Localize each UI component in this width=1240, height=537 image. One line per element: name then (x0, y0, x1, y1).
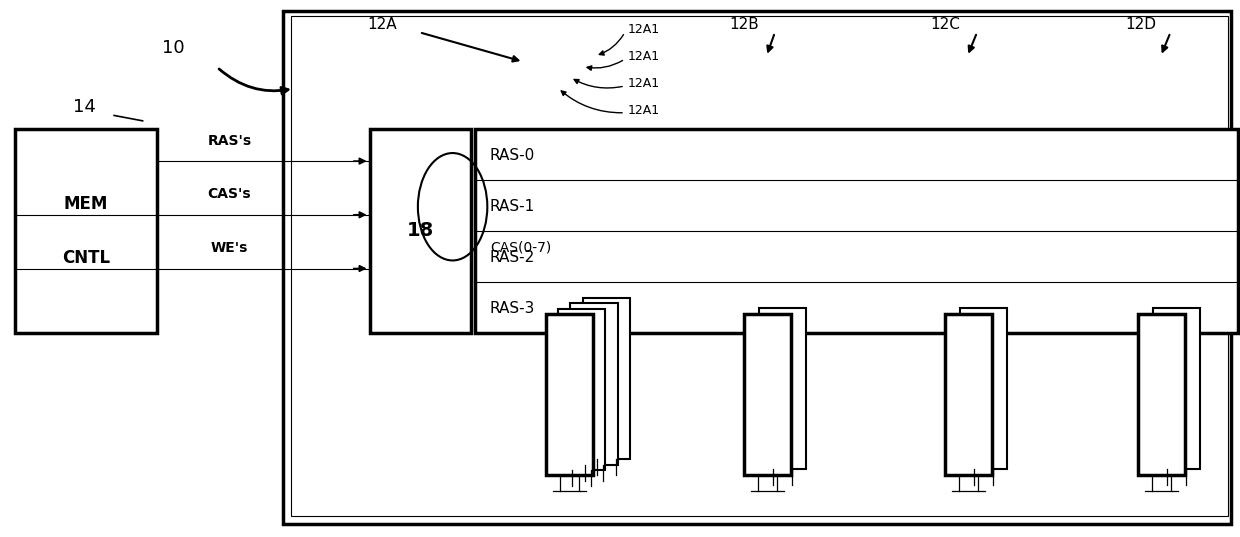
Text: RAS-3: RAS-3 (490, 301, 536, 316)
Text: 14: 14 (73, 98, 95, 117)
Text: WE's: WE's (211, 241, 248, 255)
Text: 10: 10 (162, 39, 185, 57)
Text: MEM: MEM (64, 195, 108, 213)
Text: 12A1: 12A1 (627, 77, 660, 90)
Bar (570, 303, 618, 465)
Text: CNTL: CNTL (62, 249, 110, 267)
Bar (475, 129, 1238, 333)
Bar (283, 11, 1231, 524)
Bar (945, 314, 992, 475)
Bar (558, 309, 605, 470)
Text: RAS-0: RAS-0 (490, 148, 534, 163)
Text: CAS(0-7): CAS(0-7) (490, 240, 551, 254)
Text: 12A: 12A (367, 17, 397, 32)
Bar (759, 308, 806, 469)
Bar (960, 308, 1007, 469)
Bar (291, 16, 1228, 516)
Bar (1138, 314, 1185, 475)
Text: 18: 18 (407, 221, 434, 241)
Text: 12D: 12D (1126, 17, 1156, 32)
Text: CAS's: CAS's (207, 187, 252, 201)
Bar (1153, 308, 1200, 469)
Text: 12A1: 12A1 (627, 23, 660, 36)
Text: RAS's: RAS's (207, 134, 252, 148)
Bar (15, 129, 157, 333)
Text: RAS-1: RAS-1 (490, 199, 534, 214)
Text: RAS-2: RAS-2 (490, 250, 534, 265)
Bar (744, 314, 791, 475)
Bar (546, 314, 593, 475)
Text: 12C: 12C (930, 17, 960, 32)
Text: 12A1: 12A1 (627, 50, 660, 63)
Bar (370, 129, 471, 333)
Text: 12B: 12B (729, 17, 759, 32)
Text: 12A1: 12A1 (627, 104, 660, 117)
Bar (583, 298, 630, 459)
